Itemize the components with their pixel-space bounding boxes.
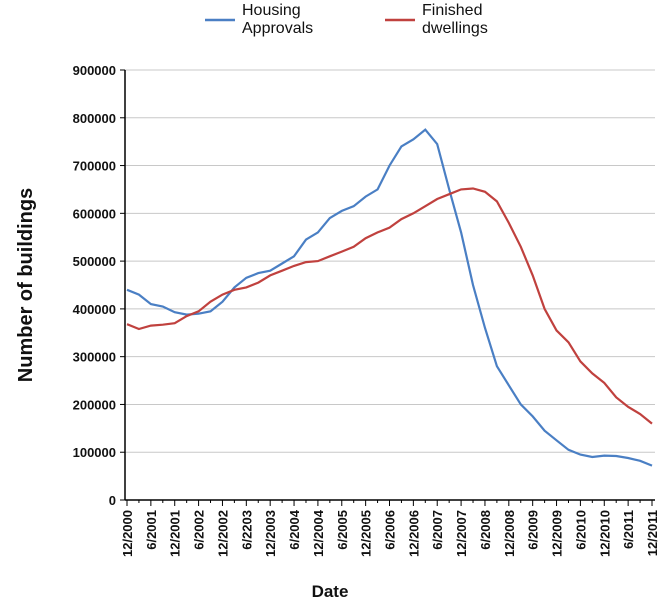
x-tick-label: 12/2001 xyxy=(168,510,183,557)
x-tick-label: 6/2008 xyxy=(478,510,493,550)
y-tick-label: 400000 xyxy=(73,302,116,317)
x-tick-label: 12/2000 xyxy=(120,510,135,557)
x-tick-label: 12/2009 xyxy=(550,510,565,557)
y-tick-label: 300000 xyxy=(73,350,116,365)
y-tick-label: 700000 xyxy=(73,159,116,174)
x-tick-label: 12/2010 xyxy=(597,510,612,557)
y-tick-label: 0 xyxy=(109,493,116,508)
x-tick-label: 12/2011 xyxy=(645,510,660,556)
y-tick-label: 600000 xyxy=(73,206,116,221)
x-tick-label: 12/2002 xyxy=(215,510,230,557)
x-tick-label: 6/2203 xyxy=(239,510,254,550)
series-line xyxy=(126,128,653,467)
x-axis-label: Date xyxy=(312,582,349,601)
x-tick-label: 12/2007 xyxy=(454,510,469,557)
x-tick-label: 12/2003 xyxy=(263,510,278,557)
y-axis-label: Number of buildings xyxy=(15,188,37,382)
x-tick-label: 12/2004 xyxy=(311,509,326,557)
x-tick-label: 6/2010 xyxy=(573,510,588,550)
y-tick-label: 500000 xyxy=(73,254,116,269)
x-tick-label: 6/2009 xyxy=(526,510,541,550)
x-tick-label: 6/2001 xyxy=(144,510,159,550)
x-tick-label: 6/2004 xyxy=(287,509,302,550)
x-tick-label: 6/2007 xyxy=(430,510,445,550)
y-tick-label: 100000 xyxy=(73,445,116,460)
series-line xyxy=(126,187,653,425)
y-tick-label: 800000 xyxy=(73,111,116,126)
legend-label: Finished dwellings xyxy=(422,2,488,37)
x-tick-label: 6/2006 xyxy=(383,510,398,550)
x-tick-label: 6/2005 xyxy=(335,510,350,550)
legend-label: Housing Approvals xyxy=(242,2,314,37)
x-tick-label: 12/2005 xyxy=(359,510,374,557)
x-tick-label: 12/2008 xyxy=(502,510,517,557)
x-tick-label: 6/2002 xyxy=(192,510,207,550)
y-tick-label: 200000 xyxy=(73,397,116,412)
x-tick-label: 6/2011 xyxy=(621,510,636,549)
x-tick-label: 12/2006 xyxy=(406,510,421,557)
y-tick-label: 900000 xyxy=(73,63,116,78)
